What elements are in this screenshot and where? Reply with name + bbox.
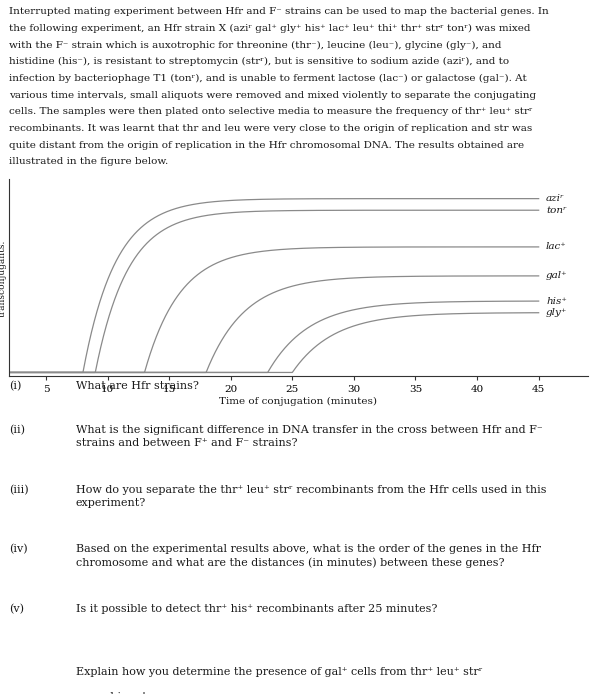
Text: Explain how you determine the presence of gal⁺ cells from thr⁺ leu⁺ strʳ: Explain how you determine the presence o… bbox=[75, 667, 482, 677]
Text: (v): (v) bbox=[9, 604, 24, 614]
X-axis label: Time of conjugation (minutes): Time of conjugation (minutes) bbox=[219, 397, 377, 406]
Text: (i): (i) bbox=[9, 381, 22, 391]
Text: the following experiment, an Hfr strain X (aziʳ gal⁺ gly⁺ his⁺ lac⁺ leu⁺ thi⁺ th: the following experiment, an Hfr strain … bbox=[9, 24, 531, 33]
Text: infection by bacteriophage T1 (tonʳ), and is unable to ferment lactose (lac⁻) or: infection by bacteriophage T1 (tonʳ), an… bbox=[9, 74, 527, 83]
Text: How do you separate the thr⁺ leu⁺ strʳ recombinants from the Hfr cells used in t: How do you separate the thr⁺ leu⁺ strʳ r… bbox=[75, 484, 546, 507]
Text: cells. The samples were then plated onto selective media to measure the frequenc: cells. The samples were then plated onto… bbox=[9, 108, 532, 117]
Text: What are Hfr strains?: What are Hfr strains? bbox=[75, 381, 198, 391]
Text: with the F⁻ strain which is auxotrophic for threonine (thr⁻), leucine (leu⁻), gl: with the F⁻ strain which is auxotrophic … bbox=[9, 40, 502, 49]
Text: recombinants. It was learnt that thr and leu were very close to the origin of re: recombinants. It was learnt that thr and… bbox=[9, 124, 532, 133]
Text: histidine (his⁻), is resistant to streptomycin (strʳ), but is sensitive to sodiu: histidine (his⁻), is resistant to strept… bbox=[9, 57, 509, 66]
Text: gal⁺: gal⁺ bbox=[546, 271, 567, 280]
Text: quite distant from the origin of replication in the Hfr chromosomal DNA. The res: quite distant from the origin of replica… bbox=[9, 141, 524, 150]
Text: Is it possible to detect thr⁺ his⁺ recombinants after 25 minutes?: Is it possible to detect thr⁺ his⁺ recom… bbox=[75, 604, 437, 614]
Y-axis label: Frequency (%) of Hfr genetic
markers among thr⁺ leu⁺
transconjugants.: Frequency (%) of Hfr genetic markers amo… bbox=[0, 210, 6, 345]
Text: (iv): (iv) bbox=[9, 544, 28, 555]
Text: recombinants.: recombinants. bbox=[75, 693, 157, 694]
Text: tonʳ: tonʳ bbox=[546, 205, 567, 214]
Text: Based on the experimental results above, what is the order of the genes in the H: Based on the experimental results above,… bbox=[75, 544, 541, 568]
Text: illustrated in the figure below.: illustrated in the figure below. bbox=[9, 158, 168, 167]
Text: lac⁺: lac⁺ bbox=[546, 242, 567, 251]
Text: aziʳ: aziʳ bbox=[546, 194, 564, 203]
Text: What is the significant difference in DNA transfer in the cross between Hfr and : What is the significant difference in DN… bbox=[75, 425, 542, 448]
Text: his⁺: his⁺ bbox=[546, 296, 567, 305]
Text: Interrupted mating experiment between Hfr and F⁻ strains can be used to map the : Interrupted mating experiment between Hf… bbox=[9, 7, 549, 16]
Text: (ii): (ii) bbox=[9, 425, 25, 435]
Text: gly⁺: gly⁺ bbox=[546, 308, 567, 317]
Text: (iii): (iii) bbox=[9, 484, 29, 495]
Text: various time intervals, small aliquots were removed and mixed violently to separ: various time intervals, small aliquots w… bbox=[9, 90, 536, 99]
